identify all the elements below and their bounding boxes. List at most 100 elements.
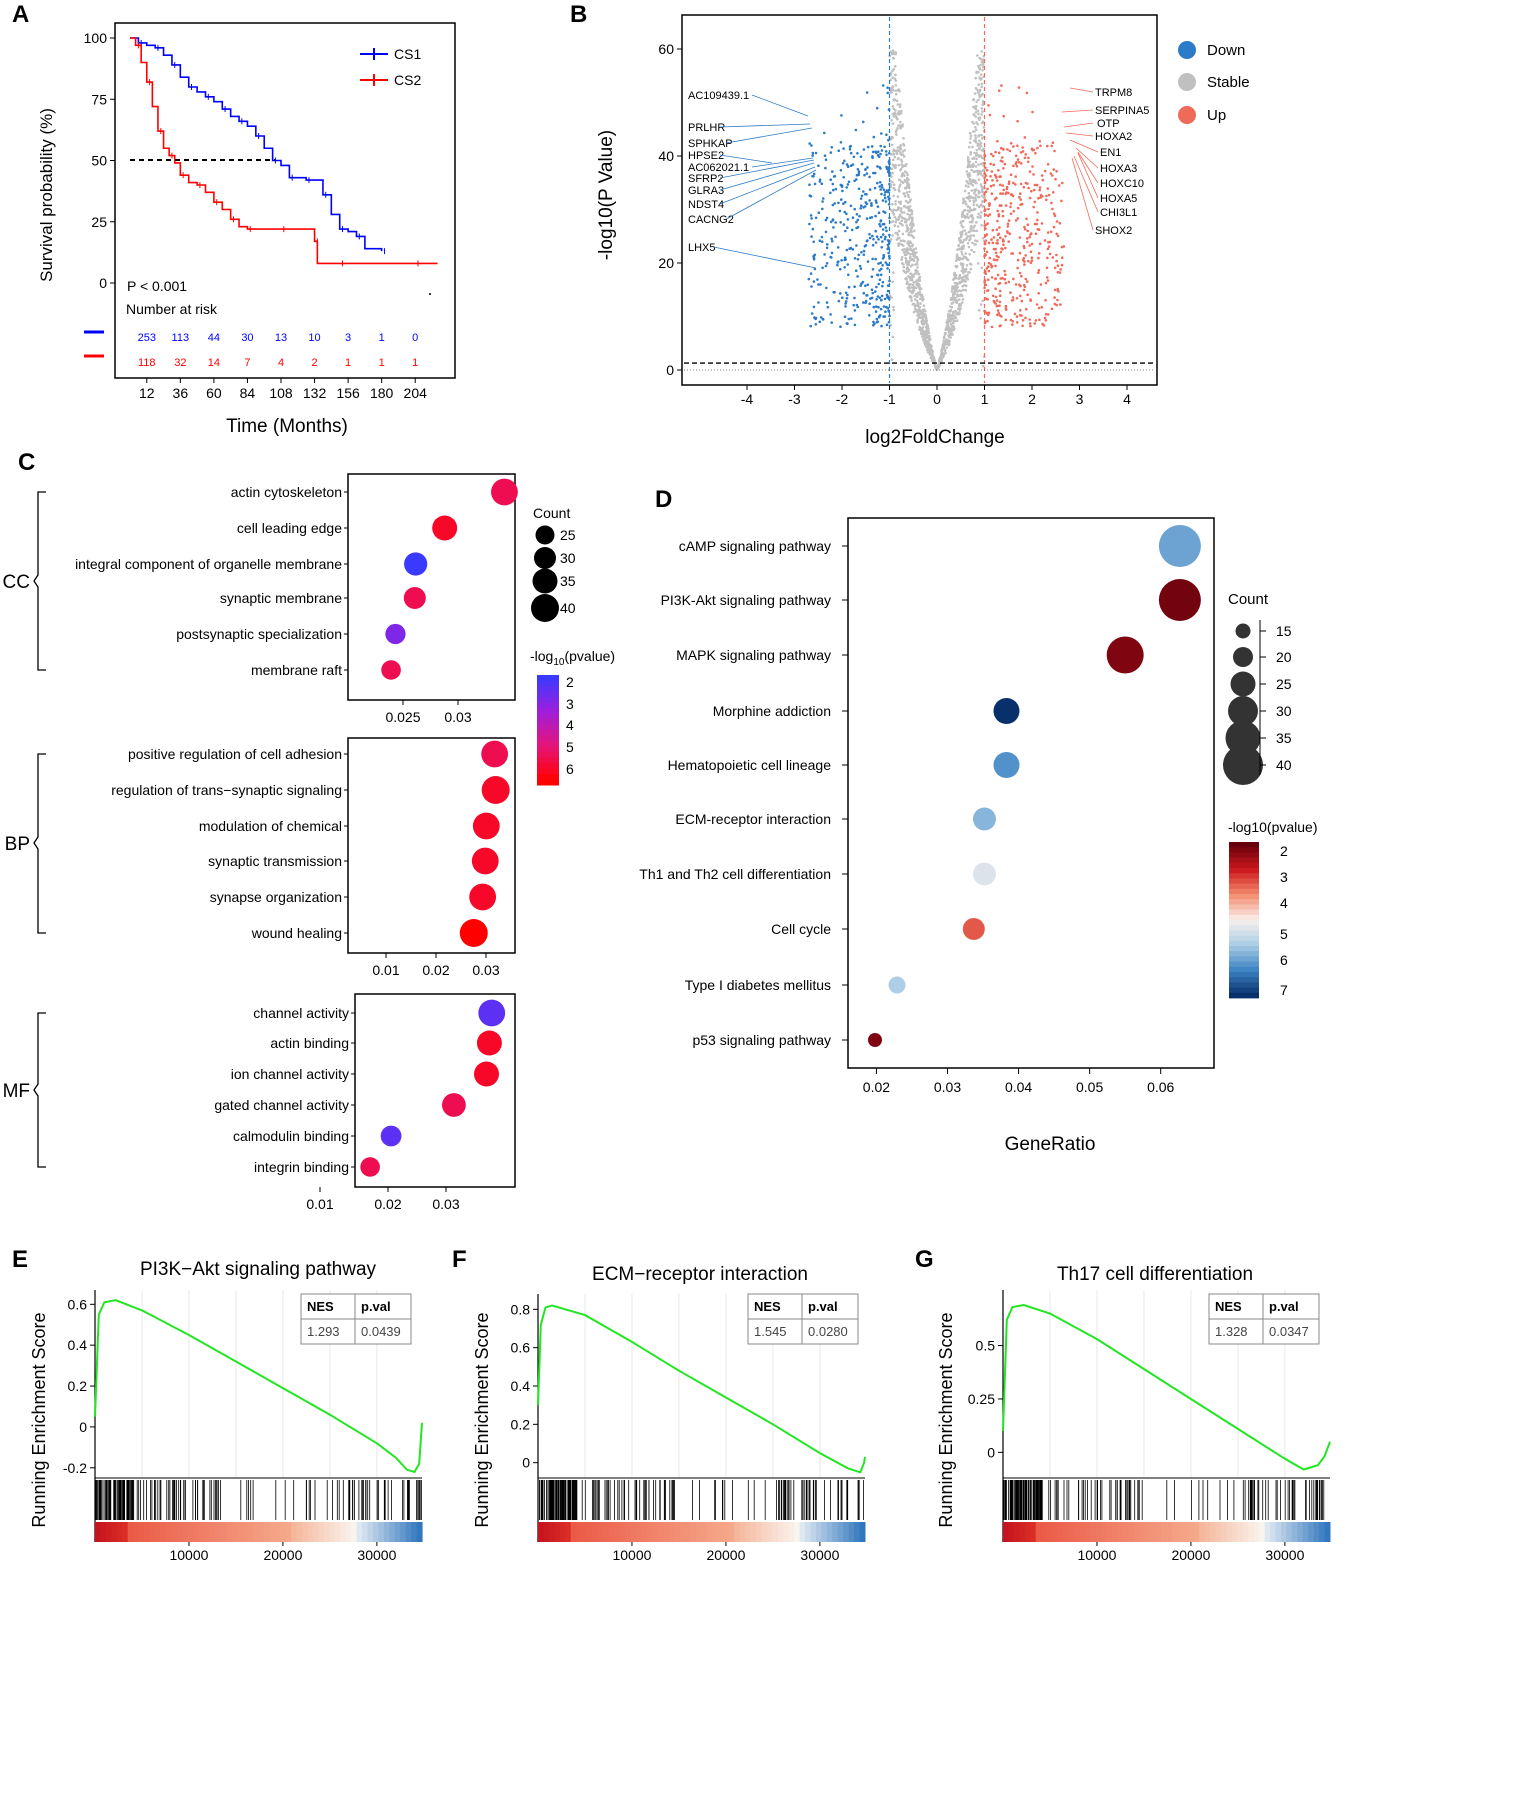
- gsea-hit-marks: [1003, 1480, 1325, 1520]
- volcano-point: [896, 208, 900, 211]
- volcano-point: [1023, 228, 1027, 231]
- volcano-point: [1034, 151, 1037, 155]
- gsea-rank-bar: [95, 1522, 423, 1542]
- volcano-point: [904, 271, 908, 274]
- volcano-point: [934, 364, 938, 368]
- gsea-rank-segment: [1003, 1522, 1009, 1542]
- gsea-rank-segment: [204, 1522, 210, 1542]
- volcano-point: [964, 288, 967, 292]
- gene-label-down: NDST4: [688, 199, 724, 211]
- volcano-point: [969, 181, 973, 185]
- volcano-point: [1056, 234, 1060, 238]
- volcano-point: [892, 149, 896, 153]
- volcano-point: [880, 192, 883, 196]
- volcano-point: [975, 71, 978, 75]
- volcano-point: [895, 152, 899, 155]
- gsea-rank-segment: [1133, 1522, 1140, 1542]
- go-term-dot: [442, 1093, 466, 1117]
- volcano-point: [924, 343, 927, 347]
- volcano-point: [874, 257, 877, 261]
- volcano-point: [985, 250, 989, 254]
- volcano-point: [1044, 298, 1047, 302]
- volcano-point: [948, 343, 951, 346]
- volcano-point: [882, 188, 886, 192]
- gsea-y-tick-label: 0.4: [68, 1337, 88, 1353]
- volcano-point: [889, 152, 893, 156]
- gsea-rank-segment: [1210, 1522, 1217, 1542]
- volcano-point: [973, 243, 976, 246]
- volcano-point: [1033, 222, 1037, 226]
- gsea-rank-segment: [198, 1522, 205, 1542]
- volcano-point: [872, 171, 875, 175]
- volcano-point: [926, 344, 930, 347]
- volcano-point: [872, 305, 876, 309]
- volcano-point: [880, 267, 883, 271]
- volcano-point: [891, 105, 895, 108]
- gsea-rank-segment: [614, 1522, 621, 1542]
- volcano-point: [864, 201, 868, 204]
- volcano-point: [873, 171, 877, 175]
- volcano-point: [973, 188, 976, 192]
- volcano-point: [1007, 280, 1011, 284]
- volcano-point: [991, 294, 995, 298]
- volcano-point: [992, 258, 996, 261]
- volcano-point: [839, 325, 842, 329]
- gsea-rank-segment: [116, 1522, 123, 1542]
- volcano-point: [886, 170, 890, 174]
- volcano-point: [895, 133, 898, 136]
- volcano-point: [912, 248, 915, 251]
- volcano-point: [903, 186, 907, 190]
- go-term-dot: [481, 740, 509, 768]
- volcano-point: [1015, 297, 1019, 300]
- volcano-point: [960, 213, 964, 216]
- volcano-point: [853, 257, 857, 260]
- volcano-point: [999, 192, 1002, 195]
- b-x-tick-label: 2: [1028, 391, 1036, 407]
- volcano-point: [1037, 306, 1041, 310]
- volcano-point: [842, 223, 846, 226]
- gsea-rank-segment: [668, 1522, 675, 1542]
- volcano-point: [883, 145, 886, 149]
- volcano-point: [892, 107, 896, 111]
- volcano-point: [1025, 237, 1029, 240]
- volcano-point: [1009, 205, 1012, 209]
- volcano-point: [904, 256, 907, 260]
- volcano-point: [1024, 316, 1027, 320]
- volcano-point: [1055, 259, 1058, 263]
- volcano-point: [921, 314, 924, 317]
- risk-count-cs1: 1: [379, 332, 385, 344]
- volcano-point: [987, 104, 990, 107]
- gsea-rank-segment: [559, 1522, 566, 1542]
- c-size-legend-label: 25: [560, 527, 576, 543]
- volcano-point: [981, 174, 985, 178]
- volcano-point: [994, 176, 998, 179]
- volcano-point: [868, 216, 872, 220]
- gene-label-down: PRLHR: [688, 122, 725, 134]
- volcano-point: [1019, 192, 1022, 195]
- volcano-point: [879, 307, 883, 311]
- volcano-point: [1046, 144, 1049, 148]
- volcano-point: [1046, 276, 1049, 279]
- volcano-point: [873, 186, 877, 190]
- go-term-label: integral component of organelle membrane: [75, 556, 342, 572]
- volcano-point: [865, 217, 869, 220]
- volcano-point: [857, 253, 861, 257]
- gsea-rank-segment: [307, 1522, 314, 1542]
- gsea-rank-segment: [383, 1522, 390, 1542]
- volcano-point: [897, 217, 901, 220]
- volcano-point: [846, 263, 850, 266]
- volcano-point: [967, 182, 970, 185]
- gsea-rank-segment: [323, 1522, 330, 1542]
- c-size-legend-dot: [534, 547, 556, 569]
- volcano-point: [811, 151, 815, 155]
- volcano-point: [1004, 192, 1008, 196]
- gsea-rank-segment: [854, 1522, 861, 1542]
- gsea-pval-value: 0.0439: [361, 1324, 401, 1339]
- volcano-point: [881, 186, 884, 189]
- risk-count-cs1: 13: [275, 332, 287, 344]
- gsea-rank-segment: [1215, 1522, 1222, 1542]
- gsea-rank-segment: [576, 1522, 583, 1542]
- volcano-point: [1054, 177, 1057, 181]
- volcano-point: [947, 313, 951, 317]
